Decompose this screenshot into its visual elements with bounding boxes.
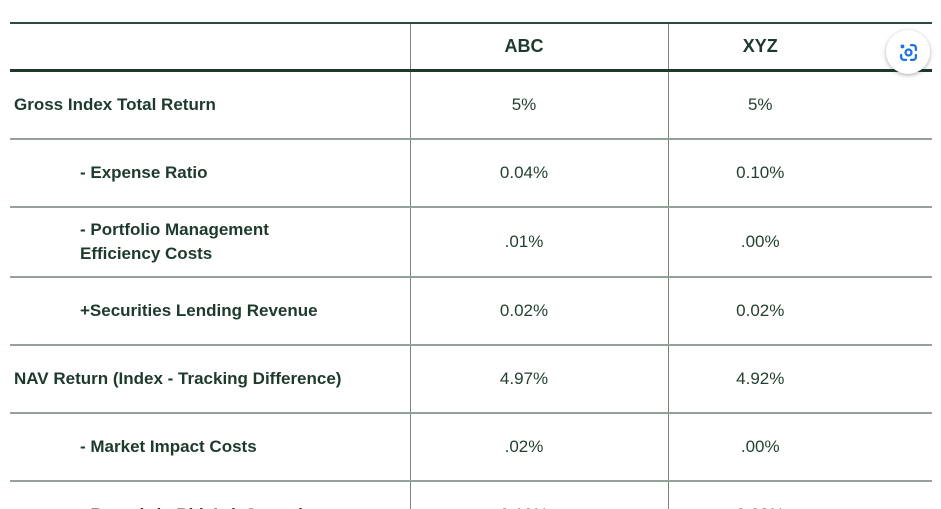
row-label: Gross Index Total Return — [10, 69, 410, 139]
abc-value: 4.97% — [409, 344, 668, 413]
xyz-value: 0.03% — [667, 480, 932, 509]
header-empty-cell — [10, 22, 410, 72]
table-row: NAV Return (Index - Tracking Difference)… — [10, 344, 932, 413]
row-label: - Portfolio Management Efficiency Costs — [10, 206, 410, 277]
xyz-value: .00% — [667, 206, 932, 277]
row-label: - Roundtrip Bid-Ask Spread — [10, 480, 410, 509]
row-label: - Market Impact Costs — [10, 412, 410, 481]
table-row: - Expense Ratio 0.04% 0.10% — [10, 138, 932, 207]
abc-value: 0.04% — [409, 138, 668, 207]
table-row: +Securities Lending Revenue 0.02% 0.02% — [10, 276, 932, 345]
abc-value: 5% — [409, 69, 668, 139]
table-row: - Roundtrip Bid-Ask Spread 0.10% 0.03% — [10, 480, 932, 509]
row-label: - Expense Ratio — [10, 138, 410, 207]
abc-value: .01% — [409, 206, 668, 277]
xyz-value: 0.10% — [667, 138, 932, 207]
abc-value: .02% — [409, 412, 668, 481]
abc-value: 0.02% — [409, 276, 668, 345]
row-label: NAV Return (Index - Tracking Difference) — [10, 344, 410, 413]
xyz-value: 5% — [667, 69, 932, 139]
abc-value: 0.10% — [409, 480, 668, 509]
xyz-value: 4.92% — [667, 344, 932, 413]
header-abc: ABC — [409, 22, 668, 72]
xyz-value: 0.02% — [667, 276, 932, 345]
header-row: ABC XYZ — [10, 22, 932, 72]
table-row: - Portfolio Management Efficiency Costs … — [10, 206, 932, 277]
table-row: Gross Index Total Return 5% 5% — [10, 69, 932, 139]
xyz-value: .00% — [667, 412, 932, 481]
table-row: - Market Impact Costs .02% .00% — [10, 412, 932, 481]
google-lens-button[interactable] — [886, 30, 930, 74]
row-label: +Securities Lending Revenue — [10, 276, 410, 345]
fund-returns-comparison-table: ABC XYZ Gross Index Total Return 5% 5% -… — [10, 22, 932, 509]
google-lens-icon — [899, 43, 917, 61]
